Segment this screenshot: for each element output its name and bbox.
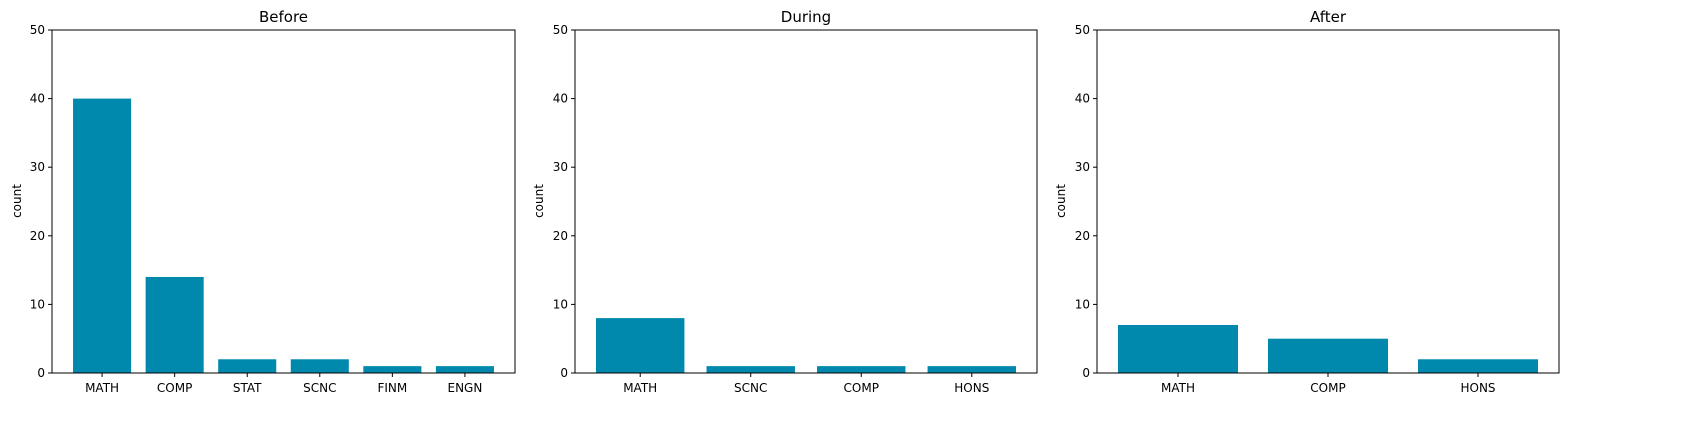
bar-comp (145, 276, 204, 373)
y-tick-label: 0 (37, 366, 45, 380)
bars (73, 98, 494, 373)
panel-title: After (1310, 8, 1347, 26)
y-tick-label: 40 (1075, 92, 1090, 106)
x-tick-label: COMP (1310, 381, 1345, 395)
y-axis-label: count (1054, 184, 1068, 218)
y-tick-label: 10 (30, 297, 45, 311)
y-ticks: 0 10 20 30 40 50 (1075, 23, 1097, 380)
x-tick-label: SCNC (303, 381, 336, 395)
y-tick-label: 0 (1082, 366, 1090, 380)
plot-frame (51, 29, 516, 374)
bar-math (596, 318, 685, 373)
x-tick-label: COMP (157, 381, 192, 395)
x-ticks: MATH COMP HONS (1161, 373, 1496, 395)
plot-frame (1096, 29, 1560, 374)
bar-stat (218, 359, 277, 373)
x-tick-label: ENGN (448, 381, 483, 395)
y-tick-label: 50 (553, 23, 568, 37)
bar-finm (363, 366, 422, 373)
panel-title: During (781, 8, 831, 26)
x-tick-label: STAT (233, 381, 262, 395)
x-tick-label: HONS (954, 381, 989, 395)
y-tick-label: 20 (1075, 229, 1090, 243)
x-tick-label: COMP (844, 381, 879, 395)
panel-after: After count 0 10 20 30 40 50 MATH COMP HONS (1054, 8, 1560, 395)
bar-hons (927, 366, 1016, 373)
y-tick-label: 10 (1075, 297, 1090, 311)
y-ticks: 0 10 20 30 40 50 (553, 23, 575, 380)
x-ticks: MATH SCNC COMP HONS (623, 373, 989, 395)
y-tick-label: 40 (553, 92, 568, 106)
y-tick-label: 0 (560, 366, 568, 380)
y-tick-label: 50 (1075, 23, 1090, 37)
x-tick-label: HONS (1460, 381, 1495, 395)
bars (1118, 324, 1538, 373)
y-tick-label: 30 (553, 160, 568, 174)
y-tick-label: 20 (553, 229, 568, 243)
panel-before: Before count 0 10 20 30 40 50 MATH COMP STAT SCN… (10, 8, 516, 395)
bar-math (1118, 324, 1238, 373)
x-tick-label: SCNC (734, 381, 767, 395)
bar-comp (1268, 338, 1388, 373)
bar-engn (435, 366, 494, 373)
x-tick-label: MATH (623, 381, 657, 395)
y-tick-label: 20 (30, 229, 45, 243)
x-tick-label: FINM (377, 381, 407, 395)
y-tick-label: 30 (30, 160, 45, 174)
y-tick-label: 50 (30, 23, 45, 37)
plot-frame (574, 29, 1038, 374)
bar-math (73, 98, 132, 373)
x-tick-label: MATH (1161, 381, 1195, 395)
y-tick-label: 30 (1075, 160, 1090, 174)
bar-comp (817, 366, 906, 373)
bars (596, 318, 1016, 373)
panel-during: During count 0 10 20 30 40 50 MATH SCNC COMP HON… (532, 8, 1038, 395)
x-ticks: MATH COMP STAT SCNC FINM ENGN (85, 373, 482, 395)
y-tick-label: 40 (30, 92, 45, 106)
y-axis-label: count (532, 184, 546, 218)
y-axis-label: count (10, 184, 24, 218)
bar-scnc (706, 366, 795, 373)
y-tick-label: 10 (553, 297, 568, 311)
y-ticks: 0 10 20 30 40 50 (30, 23, 52, 380)
bar-hons (1418, 359, 1538, 373)
panel-title: Before (259, 8, 308, 26)
x-tick-label: MATH (85, 381, 119, 395)
bar-scnc (290, 359, 349, 373)
